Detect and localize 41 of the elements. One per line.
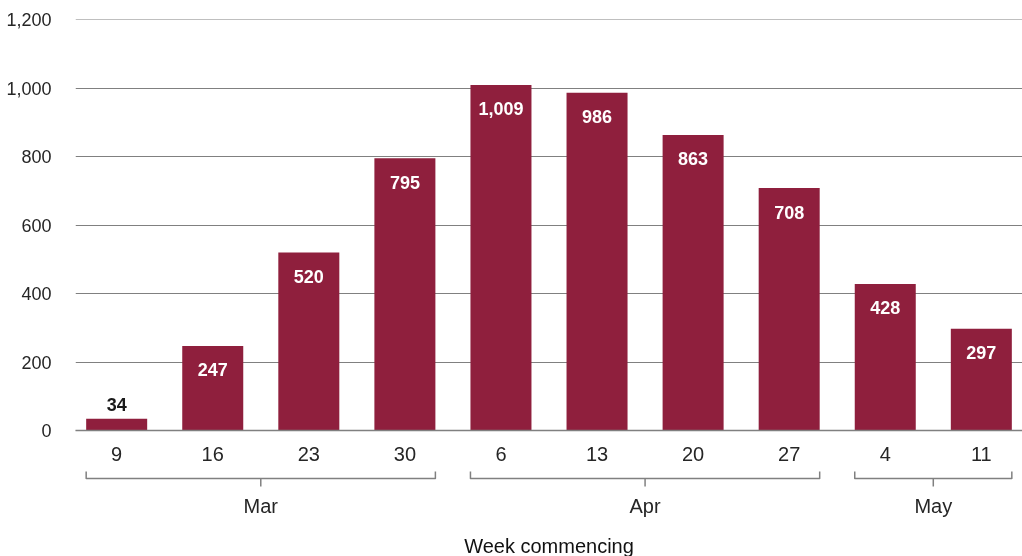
data-label: 520 <box>293 266 324 287</box>
bar <box>182 345 244 431</box>
bar <box>662 134 724 431</box>
y-tick-label: 0 <box>41 421 52 441</box>
y-tick-label: 600 <box>21 215 52 236</box>
bar <box>374 158 436 431</box>
x-tick-label: 23 <box>297 442 320 465</box>
x-tick-label: 30 <box>393 442 417 465</box>
y-tick-label: 1,200 <box>6 10 52 30</box>
data-label: 34 <box>106 395 127 416</box>
bar <box>758 188 820 431</box>
data-label: 1,009 <box>478 99 524 120</box>
bar <box>278 252 340 431</box>
data-label: 247 <box>197 360 228 381</box>
y-tick-label: 800 <box>21 147 52 167</box>
y-tick-label: 400 <box>21 284 52 304</box>
text: Apr <box>629 494 661 517</box>
bar <box>566 92 628 431</box>
data-label: 986 <box>582 107 613 128</box>
text: Mar <box>243 494 279 517</box>
x-tick-label: 27 <box>778 442 801 465</box>
x-tick-label: 13 <box>585 442 609 465</box>
x-tick-label: 6 <box>495 442 507 465</box>
data-label: 795 <box>389 172 420 193</box>
data-label: 708 <box>774 202 805 223</box>
x-tick-label: 9 <box>111 442 123 465</box>
text: May <box>914 494 953 517</box>
bar <box>950 328 1012 431</box>
x-tick-label: 4 <box>879 442 891 465</box>
bar <box>86 418 148 431</box>
bar <box>470 84 532 431</box>
data-label: 863 <box>678 149 709 170</box>
y-tick-label: 200 <box>21 352 52 373</box>
y-tick-label: 1,000 <box>6 78 52 99</box>
bar <box>854 283 916 431</box>
x-tick-label: 16 <box>201 442 224 465</box>
x-axis-title: Week commencing <box>464 534 634 556</box>
x-tick-label: 11 <box>970 442 992 465</box>
x-tick-label: 20 <box>681 442 705 465</box>
data-label: 428 <box>870 298 901 319</box>
data-label: 297 <box>966 343 997 364</box>
